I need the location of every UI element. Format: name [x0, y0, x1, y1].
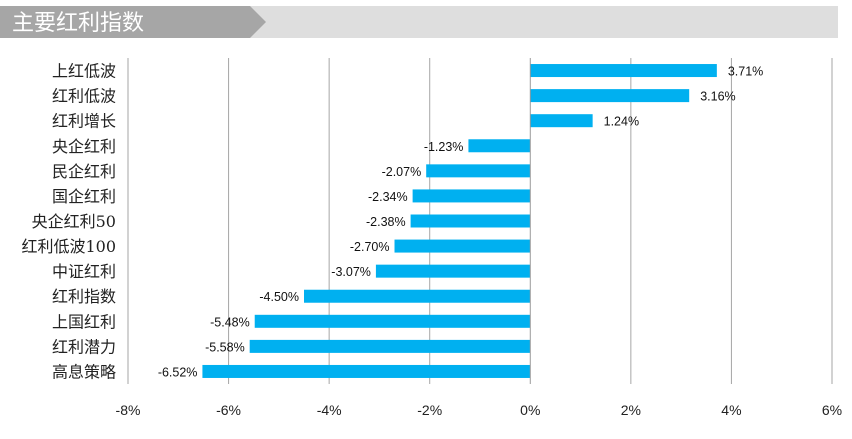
- data-label: 3.16%: [700, 90, 735, 104]
- x-tick-label: -8%: [116, 402, 141, 418]
- bar: [304, 289, 531, 303]
- category-label: 民企红利: [52, 162, 116, 181]
- category-label: 红利增长: [52, 112, 116, 131]
- x-tick-label: -4%: [317, 402, 342, 418]
- chart-title: 主要红利指数: [12, 11, 144, 36]
- bar: [254, 314, 531, 328]
- title-band: [0, 6, 266, 38]
- x-tick-label: 0%: [520, 402, 540, 418]
- bar: [530, 89, 690, 103]
- category-label: 上国红利: [52, 312, 116, 331]
- bar: [426, 164, 531, 178]
- category-label: 央企红利50: [32, 212, 116, 231]
- x-tick-label: 6%: [822, 402, 842, 418]
- bar: [410, 214, 531, 228]
- bar: [412, 189, 531, 203]
- bar: [202, 364, 531, 378]
- bar: [530, 64, 717, 78]
- category-label: 红利潜力: [52, 337, 116, 356]
- bar: [375, 264, 531, 278]
- category-label: 高息策略: [52, 362, 116, 381]
- category-label: 红利低波100: [21, 237, 116, 256]
- data-label: -5.58%: [205, 340, 245, 354]
- data-label: -5.48%: [210, 315, 250, 329]
- data-label: -2.38%: [366, 215, 406, 229]
- category-label: 国企红利: [52, 187, 116, 206]
- bar: [249, 339, 531, 353]
- category-label: 红利低波: [52, 87, 116, 106]
- data-label: 1.24%: [604, 115, 639, 129]
- data-label: -2.07%: [382, 165, 422, 179]
- bar: [394, 239, 531, 253]
- bar: [530, 114, 593, 128]
- data-label: 3.71%: [728, 65, 763, 79]
- x-tick-labels: -8% -6% -4% -2% 0% 2% 4% 6%: [116, 402, 843, 418]
- data-label: -4.50%: [259, 290, 299, 304]
- data-label: -6.52%: [158, 365, 198, 379]
- category-label: 中证红利: [52, 262, 116, 281]
- x-tick-label: -2%: [417, 402, 442, 418]
- data-label: -1.23%: [424, 140, 464, 154]
- data-label: -3.07%: [331, 265, 371, 279]
- bar: [468, 139, 531, 153]
- category-label: 央企红利: [52, 137, 116, 156]
- value-labels: 3.71% 3.16% 1.24% -1.23%-2.07% -2.34% -2.38% -…: [158, 65, 763, 380]
- data-label: -2.70%: [350, 240, 390, 254]
- data-label: -2.34%: [368, 190, 408, 204]
- category-label: 红利指数: [52, 287, 116, 306]
- x-tick-label: 4%: [721, 402, 741, 418]
- category-label: 上红低波: [52, 62, 116, 81]
- title-band-light: [250, 6, 838, 38]
- x-tick-label: -6%: [216, 402, 241, 418]
- x-tick-label: 2%: [621, 402, 641, 418]
- bars: [202, 64, 717, 378]
